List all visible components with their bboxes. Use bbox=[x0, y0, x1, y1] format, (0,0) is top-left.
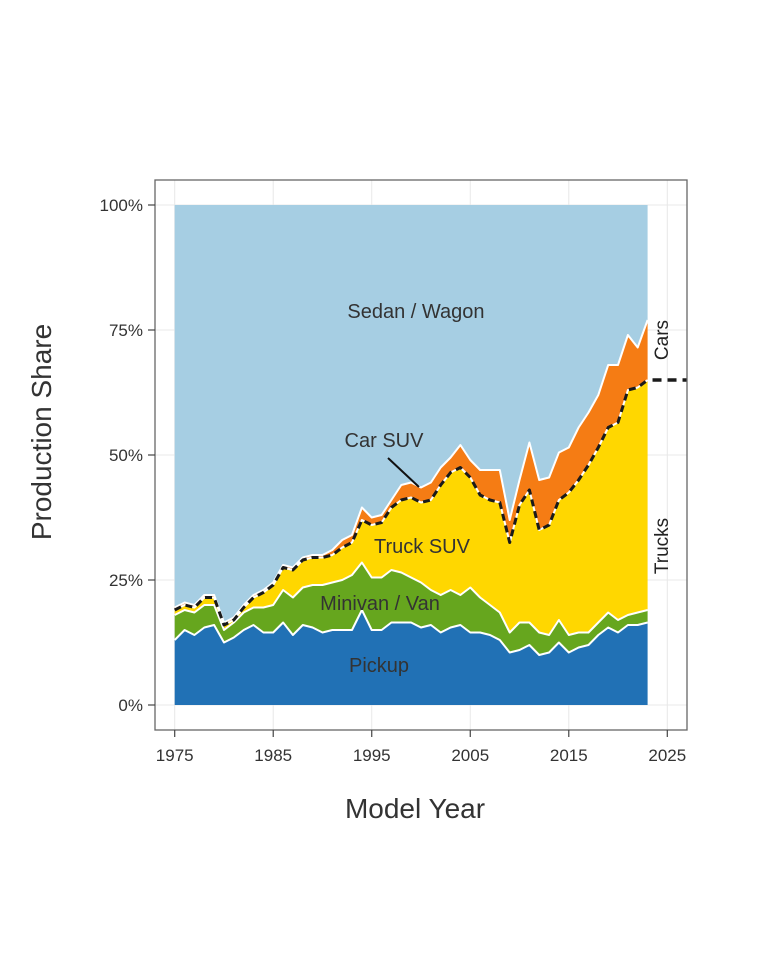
boundary-car-suv bbox=[174, 319, 649, 624]
car-truck-divider bbox=[174, 378, 687, 627]
area-sedan-wagon bbox=[174, 205, 648, 623]
boundary-truck-suv bbox=[174, 379, 649, 626]
label-truck-suv: Truck SUV bbox=[374, 536, 471, 558]
y-tick-label: 50% bbox=[109, 446, 143, 465]
label-trucks: Trucks bbox=[652, 518, 673, 574]
area-minivan-van bbox=[174, 562, 648, 655]
x-tick-label: 1985 bbox=[254, 746, 292, 765]
label-minivan-van: Minivan / Van bbox=[320, 593, 440, 615]
boundary-minivan-van bbox=[174, 561, 648, 636]
x-axis-title: Model Year bbox=[345, 793, 485, 824]
area-pickup bbox=[174, 610, 648, 705]
label-cars: Cars bbox=[652, 320, 673, 360]
label-sedan-wagon: Sedan / Wagon bbox=[347, 301, 484, 323]
label-car-suv: Car SUV bbox=[345, 430, 425, 452]
y-axis-title: Production Share bbox=[26, 324, 57, 540]
x-tick-label: 1975 bbox=[156, 746, 194, 765]
y-tick-label: 100% bbox=[100, 196, 143, 215]
label-pickup: Pickup bbox=[349, 655, 409, 677]
x-tick-label: 2015 bbox=[550, 746, 588, 765]
y-tick-label: 0% bbox=[118, 696, 143, 715]
area-car-suv bbox=[174, 320, 648, 625]
y-tick-label: 75% bbox=[109, 321, 143, 340]
x-tick-label: 2005 bbox=[451, 746, 489, 765]
x-tick-label: 2025 bbox=[648, 746, 686, 765]
x-tick-label: 1995 bbox=[353, 746, 391, 765]
axis-ticks: 1975 1985 1995 2005 2015 2025 0% 25% 50% 75% 100% bbox=[100, 196, 687, 765]
y-tick-label: 25% bbox=[109, 571, 143, 590]
series-boundaries bbox=[173, 319, 649, 656]
boundary-pickup bbox=[173, 609, 648, 656]
car-suv-pointer bbox=[387, 457, 420, 488]
